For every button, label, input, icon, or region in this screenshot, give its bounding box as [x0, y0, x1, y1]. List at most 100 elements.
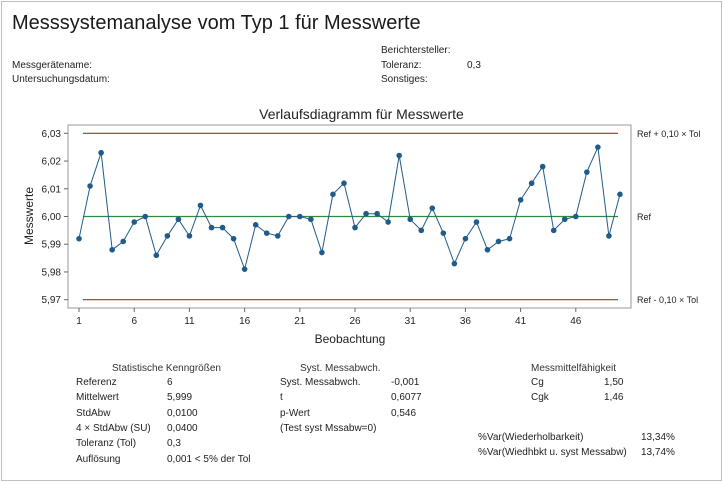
capability-row-value: 1,50	[604, 377, 624, 388]
data-point	[98, 149, 104, 156]
data-point	[517, 197, 524, 203]
x-tick-label: 46	[570, 316, 582, 327]
stat-row-label: Referenz	[76, 377, 117, 388]
bias-row-value: -0,001	[391, 377, 420, 388]
variation-row-value: 13,34%	[641, 432, 675, 443]
stat-row-value: 0,3	[167, 438, 181, 450]
stat-row-value: 5,999	[167, 392, 193, 404]
data-point	[374, 210, 380, 217]
x-tick-label: 21	[294, 316, 306, 327]
x-tick-label: 41	[515, 316, 527, 327]
reference-lines: Ref + 0,10 × Tol Ref Ref - 0,10 × Tol	[83, 129, 700, 305]
x-tick-label: 31	[405, 316, 417, 327]
stat-row-value: 6	[167, 377, 173, 388]
data-point	[539, 163, 546, 170]
data-point	[131, 219, 138, 225]
data-point	[230, 235, 237, 242]
data-point	[297, 213, 303, 220]
reference-line-label: Ref - 0,10 × Tol	[637, 295, 698, 305]
reference-line-label: Ref + 0,10 × Tol	[637, 129, 700, 139]
chart-title: Verlaufsdiagramm für Messwerte	[259, 106, 464, 122]
data-point	[76, 235, 82, 242]
capability-row-value: 1,46	[604, 392, 624, 404]
bias-row-label: (Test syst Mssabw=0)	[280, 422, 377, 434]
bias-header: Syst. Messabwch.	[300, 363, 381, 374]
toleranz-label: Toleranz:	[381, 60, 422, 71]
data-point	[142, 213, 149, 220]
x-tick-label: 6	[131, 316, 137, 327]
x-axis: 1 6 11 16 21 26 31 36 41 46	[76, 308, 582, 327]
capability-row-label: Cgk	[531, 392, 549, 404]
stat-row-label: Auflösung	[76, 453, 121, 465]
x-tick-label: 26	[349, 316, 361, 327]
stat-row-value: 0,001 < 5% der Tol	[167, 453, 251, 465]
data-point	[263, 230, 270, 236]
data-point	[462, 235, 469, 242]
y-axis: 5,97 5,98 5,99 6,00 6,01 6,02 6,03	[42, 129, 68, 306]
x-tick-label: 11	[184, 316, 195, 327]
y-tick-label: 5,97	[42, 295, 62, 306]
sonstiges-label: Sonstiges:	[381, 74, 428, 85]
data-point	[319, 249, 325, 256]
data-point	[363, 210, 369, 217]
data-point	[153, 252, 160, 259]
bias-row-label: t	[280, 392, 283, 404]
data-point	[451, 260, 458, 267]
data-point	[385, 219, 391, 225]
y-tick-label: 5,99	[42, 240, 62, 251]
series-line	[78, 145, 621, 271]
data-point	[274, 233, 281, 239]
run-chart: 5,975,985,996,006,016,026,03 1 6 11 16 21 26 3…	[22, 124, 700, 346]
bias-row-value: 0,546	[391, 407, 417, 419]
report-title: Messsystemanalyse vom Typ 1 für Messwert…	[12, 12, 421, 34]
data-point	[396, 152, 402, 159]
data-point	[285, 213, 292, 220]
capability-header: Messmittelfähigkeit	[531, 363, 617, 374]
data-point	[241, 266, 248, 272]
stat-row-value: 0,0400	[167, 422, 198, 434]
data-point	[584, 169, 590, 175]
x-axis-label: Beobachtung	[315, 332, 386, 346]
data-point	[506, 235, 513, 242]
bias-row-label: Syst. Messabwch.	[280, 377, 361, 388]
toleranz-value: 0,3	[467, 60, 481, 71]
data-point	[440, 230, 447, 236]
data-point	[352, 224, 358, 231]
x-tick-label: 1	[76, 316, 82, 327]
data-point	[186, 233, 193, 239]
data-point	[484, 246, 491, 253]
bias-row-label: p-Wert	[280, 407, 310, 419]
data-point	[550, 227, 557, 234]
data-point	[617, 191, 623, 198]
stats-header: Statistische Kenngrößen	[112, 363, 221, 374]
data-point	[219, 224, 226, 231]
variation-row-label: %Var(Wiederholbarkeit)	[478, 432, 584, 443]
x-tick-label: 36	[460, 316, 472, 327]
berichtersteller-label: Berichtersteller:	[381, 45, 451, 56]
data-point	[429, 205, 436, 211]
data-point	[573, 213, 579, 220]
datum-label: Untersuchungsdatum:	[12, 74, 110, 85]
messgeraet-label: Messgerätename:	[12, 60, 93, 71]
data-point	[308, 216, 314, 223]
data-point	[120, 238, 126, 245]
data-point	[109, 246, 115, 253]
data-point	[473, 219, 480, 225]
stat-row-label: StdAbw	[76, 407, 111, 419]
data-point	[87, 183, 93, 189]
y-tick-label: 6,02	[42, 157, 62, 168]
data-point	[175, 216, 182, 223]
data-point	[561, 216, 568, 223]
data-point	[495, 238, 502, 245]
data-point	[164, 233, 171, 239]
data-point	[595, 144, 601, 150]
reference-line-label: Ref	[637, 212, 652, 222]
y-tick-label: 6,01	[42, 184, 62, 195]
y-tick-label: 5,98	[42, 267, 62, 278]
data-point	[407, 216, 414, 223]
stat-row-label: 4 × StdAbw (SU)	[76, 422, 151, 434]
variation-row-value: 13,74%	[641, 446, 675, 458]
data-point	[341, 180, 347, 187]
data-point	[528, 180, 535, 187]
